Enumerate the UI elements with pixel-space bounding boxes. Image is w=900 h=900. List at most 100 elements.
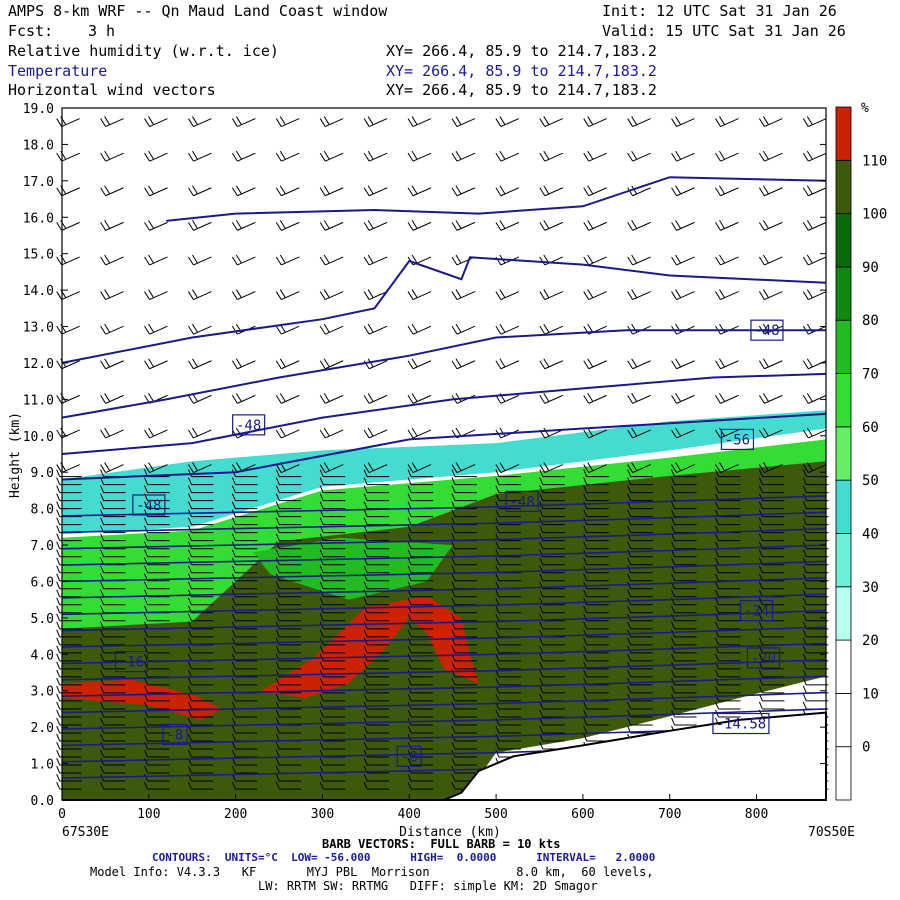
wind-barb bbox=[56, 116, 80, 128]
wind-barb bbox=[56, 533, 82, 542]
wind-barb bbox=[715, 581, 741, 590]
wind-barb bbox=[56, 733, 82, 742]
wind-barb bbox=[231, 185, 256, 197]
y-tick-label: 15.0 bbox=[23, 248, 54, 263]
wind-barb bbox=[363, 565, 390, 574]
wind-barb bbox=[583, 573, 609, 582]
wind-barb bbox=[758, 669, 785, 678]
wind-barb bbox=[231, 765, 258, 774]
wind-barb bbox=[407, 254, 432, 266]
wind-barb bbox=[758, 254, 783, 266]
wind-barb bbox=[100, 485, 126, 494]
wind-barb bbox=[275, 637, 302, 646]
wind-barb bbox=[671, 150, 695, 162]
wind-barb bbox=[583, 393, 607, 404]
y-tick-label: 19.0 bbox=[23, 102, 54, 117]
wind-barb bbox=[187, 709, 214, 718]
wind-barb bbox=[100, 685, 126, 694]
wind-barb bbox=[758, 220, 783, 231]
wind-barb bbox=[275, 393, 300, 404]
wind-barb bbox=[583, 358, 607, 370]
wind-barb bbox=[583, 605, 609, 614]
wind-barb bbox=[319, 116, 344, 128]
wind-barb bbox=[319, 645, 346, 654]
wind-barb bbox=[275, 581, 302, 590]
wind-barb bbox=[187, 581, 214, 590]
wind-barb bbox=[56, 323, 80, 335]
wind-barb bbox=[539, 685, 565, 694]
wind-barb bbox=[671, 533, 697, 542]
wind-barb bbox=[319, 693, 346, 702]
wind-barb bbox=[583, 462, 607, 474]
wind-barb bbox=[231, 485, 258, 494]
temperature-contour-3 bbox=[61, 412, 827, 481]
wind-barb bbox=[802, 185, 827, 197]
wind-barb bbox=[583, 509, 609, 518]
wind-barb bbox=[715, 289, 739, 301]
y-tick-label: 6.0 bbox=[31, 575, 54, 590]
wind-barb bbox=[144, 150, 168, 162]
y-tick-label: 9.0 bbox=[31, 466, 54, 481]
wind-barb bbox=[583, 485, 609, 494]
wind-barb bbox=[539, 150, 564, 162]
wind-barb bbox=[407, 289, 432, 301]
temperature-contour-lower bbox=[61, 609, 827, 632]
wind-barb bbox=[56, 605, 82, 614]
wind-barb bbox=[802, 565, 829, 574]
wind-barb bbox=[715, 685, 741, 694]
wind-barb bbox=[363, 509, 390, 518]
wind-barb bbox=[100, 533, 126, 542]
wind-barb bbox=[144, 289, 168, 301]
wind-barb bbox=[583, 525, 609, 534]
wind-barb bbox=[758, 493, 785, 502]
wind-barb bbox=[451, 477, 477, 486]
wind-barb bbox=[275, 254, 300, 266]
wind-barb bbox=[627, 116, 651, 128]
wind-barb bbox=[407, 509, 434, 518]
wind-barb bbox=[407, 358, 432, 370]
wind-barb bbox=[187, 469, 214, 478]
wind-barb bbox=[363, 605, 390, 614]
wind-barb bbox=[627, 289, 651, 301]
wind-barb bbox=[319, 501, 346, 510]
wind-barb bbox=[56, 709, 82, 718]
wind-barb bbox=[100, 220, 124, 231]
wind-barb bbox=[715, 185, 739, 197]
wind-barb bbox=[319, 629, 346, 638]
wind-barb bbox=[363, 629, 390, 638]
wind-barb bbox=[144, 323, 168, 335]
y-tick-label: 1.0 bbox=[31, 758, 54, 773]
wind-barb bbox=[319, 565, 346, 574]
wind-barb bbox=[758, 629, 785, 638]
wind-barb bbox=[495, 733, 521, 742]
wind-barb bbox=[802, 358, 827, 370]
wind-barb bbox=[802, 150, 827, 162]
wind-barb bbox=[671, 469, 697, 478]
wind-barb bbox=[188, 150, 212, 162]
wind-barb bbox=[671, 477, 697, 486]
wind-barb bbox=[583, 717, 609, 726]
wind-barb bbox=[451, 469, 477, 478]
colorbar-swatch bbox=[835, 159, 852, 215]
wind-barb bbox=[275, 549, 302, 558]
wind-barb bbox=[627, 549, 653, 558]
x-tick-label: 400 bbox=[398, 807, 421, 822]
wind-barb bbox=[671, 701, 697, 710]
wind-barb bbox=[363, 477, 390, 486]
y-tick-label: 8.0 bbox=[31, 503, 54, 518]
wind-barb bbox=[715, 469, 741, 478]
wind-barb bbox=[671, 589, 697, 598]
wind-barb bbox=[583, 477, 609, 486]
wind-barb bbox=[802, 393, 827, 404]
wind-barb bbox=[144, 358, 168, 370]
wind-barb bbox=[187, 749, 214, 758]
field-temperature-xy: XY= 266.4, 85.9 to 214.7,183.2 bbox=[386, 62, 657, 80]
contour-label: -8 bbox=[401, 749, 418, 765]
wind-barb bbox=[56, 581, 82, 590]
wind-barb bbox=[715, 549, 741, 558]
wind-barb bbox=[231, 781, 258, 790]
wind-barb bbox=[715, 533, 741, 542]
wind-barb bbox=[363, 621, 390, 630]
wind-barb bbox=[231, 661, 258, 670]
wind-barb bbox=[715, 621, 741, 630]
